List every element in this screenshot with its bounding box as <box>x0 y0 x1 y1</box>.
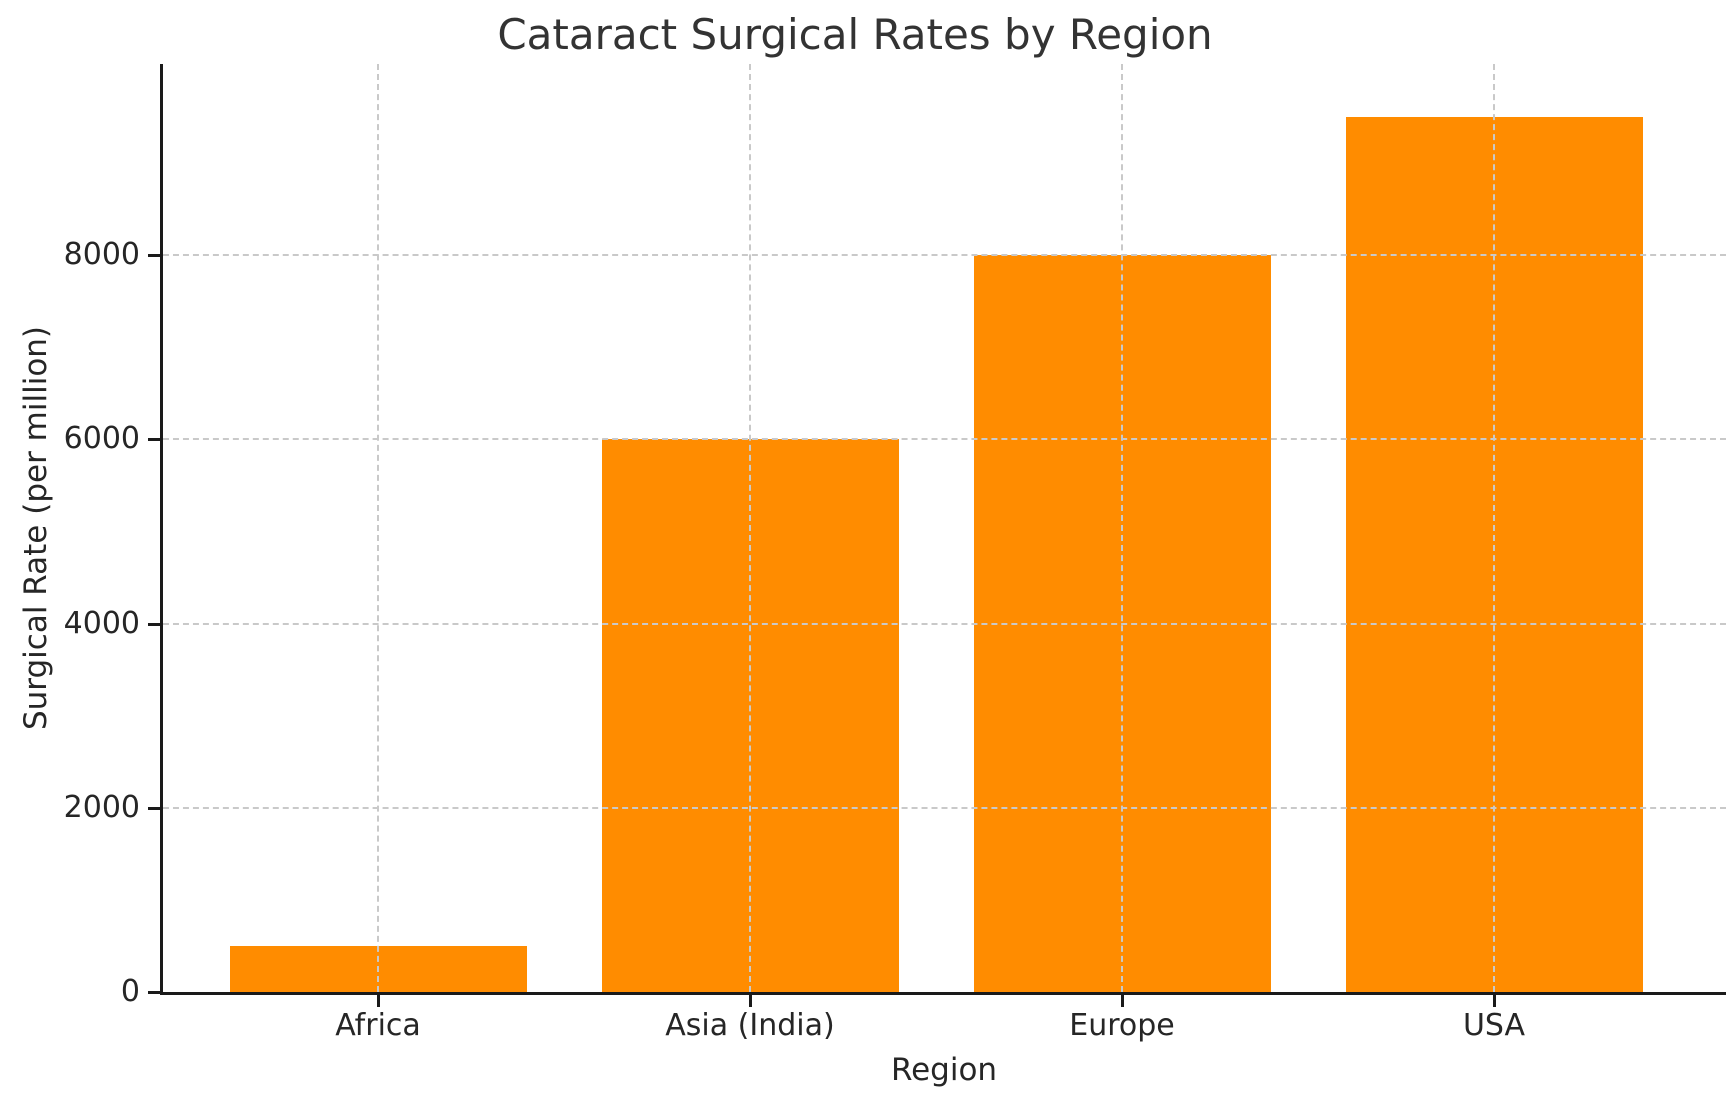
x-tick-mark-europe <box>1121 995 1124 1007</box>
v-gridline-africa <box>377 64 379 992</box>
y-tick-label-2000: 2000 <box>63 789 140 825</box>
y-tick-label-6000: 6000 <box>63 421 140 457</box>
y-tick-label-0: 0 <box>120 974 140 1009</box>
left-spine <box>160 64 163 995</box>
v-gridline-usa <box>1493 64 1495 992</box>
chart-title: Cataract Surgical Rates by Region <box>497 10 1213 59</box>
h-gridline-4000 <box>163 622 1726 625</box>
x-axis-label: Region <box>890 1052 998 1088</box>
h-gridline-8000 <box>163 254 1726 257</box>
x-tick-label-europe: Europe <box>1069 1008 1175 1043</box>
y-tick-mark-6000 <box>148 438 160 442</box>
y-tick-label-4000: 4000 <box>63 605 140 641</box>
x-tick-mark-asia-india <box>749 995 752 1007</box>
y-tick-mark-8000 <box>148 254 160 258</box>
x-tick-mark-africa <box>377 995 380 1007</box>
y-tick-mark-2000 <box>148 806 160 810</box>
x-tick-label-usa: USA <box>1462 1008 1526 1043</box>
x-tick-mark-usa <box>1493 995 1496 1007</box>
x-tick-label-africa: Africa <box>335 1008 421 1043</box>
y-tick-mark-0 <box>148 991 160 994</box>
h-gridline-6000 <box>163 438 1726 441</box>
h-gridline-2000 <box>163 806 1726 809</box>
v-gridline-europe <box>1121 64 1123 992</box>
v-gridline-asia-india <box>749 64 751 992</box>
y-tick-label-8000: 8000 <box>63 237 140 273</box>
bottom-spine <box>160 992 1726 995</box>
y-tick-mark-4000 <box>148 622 160 626</box>
x-tick-label-asia-india: Asia (India) <box>665 1008 835 1043</box>
